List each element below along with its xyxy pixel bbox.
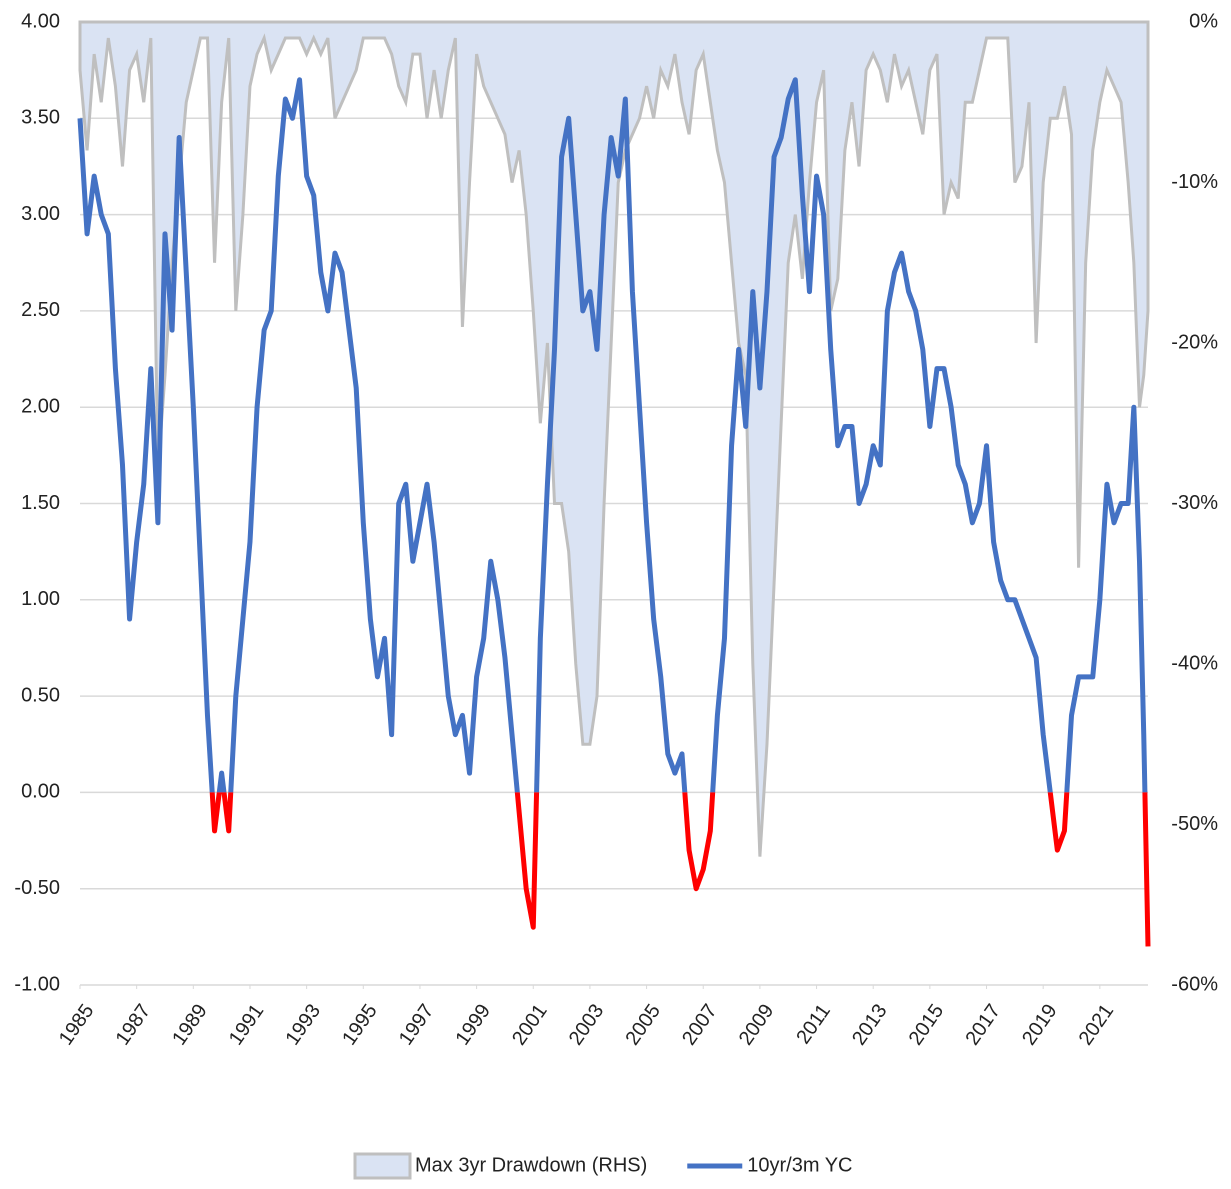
x-tick-label: 1995 bbox=[338, 1000, 382, 1049]
y-tick-label: 0.50 bbox=[21, 684, 60, 706]
x-tick-label: 1997 bbox=[395, 1000, 439, 1049]
y-tick-label: 2.50 bbox=[21, 299, 60, 321]
y2-tick-label: -10% bbox=[1171, 171, 1218, 193]
y2-tick-label: -40% bbox=[1171, 652, 1218, 674]
y-tick-label: -1.00 bbox=[14, 973, 60, 995]
x-tick-label: 2005 bbox=[621, 1000, 665, 1049]
grid bbox=[80, 21, 1148, 986]
y-tick-label: -0.50 bbox=[14, 877, 60, 899]
y2-tick-label: 0% bbox=[1189, 10, 1218, 32]
x-tick-label: 2011 bbox=[792, 1000, 835, 1048]
y2-tick-label: -30% bbox=[1171, 492, 1218, 514]
x-tick-label: 1985 bbox=[55, 1000, 99, 1049]
legend-swatch bbox=[353, 1152, 412, 1180]
x-tick-label: 2021 bbox=[1075, 1000, 1119, 1049]
line-layer bbox=[77, 77, 1151, 947]
x-tick-label: 2013 bbox=[848, 1000, 892, 1049]
legend-label: 10yr/3m YC bbox=[747, 1154, 852, 1176]
x-tick-label: 2017 bbox=[961, 1000, 1005, 1049]
x-tick-label: 1989 bbox=[168, 1000, 212, 1049]
y-tick-label: 1.50 bbox=[21, 492, 60, 514]
yc-line bbox=[77, 77, 1148, 793]
drawdown-area bbox=[78, 20, 1150, 857]
y-tick-label: 2.00 bbox=[21, 395, 60, 417]
y2-tick-label: -60% bbox=[1171, 973, 1218, 995]
x-tick-label: 2007 bbox=[678, 1000, 722, 1049]
legend: Max 3yr Drawdown (RHS) 10yr/3m YC bbox=[353, 1152, 853, 1180]
x-tick-label: 1993 bbox=[282, 1000, 326, 1049]
x-tick-label: 2003 bbox=[565, 1000, 609, 1049]
x-tick-label: 2015 bbox=[905, 1000, 949, 1049]
x-tick-label: 1999 bbox=[451, 1000, 495, 1049]
legend-label: Max 3yr Drawdown (RHS) bbox=[415, 1154, 647, 1176]
x-tick-label: 2019 bbox=[1018, 1000, 1062, 1049]
area-layer bbox=[78, 20, 1150, 857]
y-tick-label: 3.50 bbox=[21, 107, 60, 129]
y-tick-label: 3.00 bbox=[21, 203, 60, 225]
y-tick-label: 0.00 bbox=[21, 781, 60, 803]
y-tick-label: 4.00 bbox=[21, 10, 60, 32]
x-tick-label: 1987 bbox=[112, 1000, 156, 1049]
y2-tick-label: -50% bbox=[1171, 813, 1218, 835]
x-tick-label: 2001 bbox=[508, 1000, 552, 1049]
x-tick-label: 1991 bbox=[225, 1000, 269, 1049]
y-tick-label: 1.00 bbox=[21, 588, 60, 610]
y2-tick-label: -20% bbox=[1171, 331, 1218, 353]
x-tick-label: 2009 bbox=[735, 1000, 779, 1049]
